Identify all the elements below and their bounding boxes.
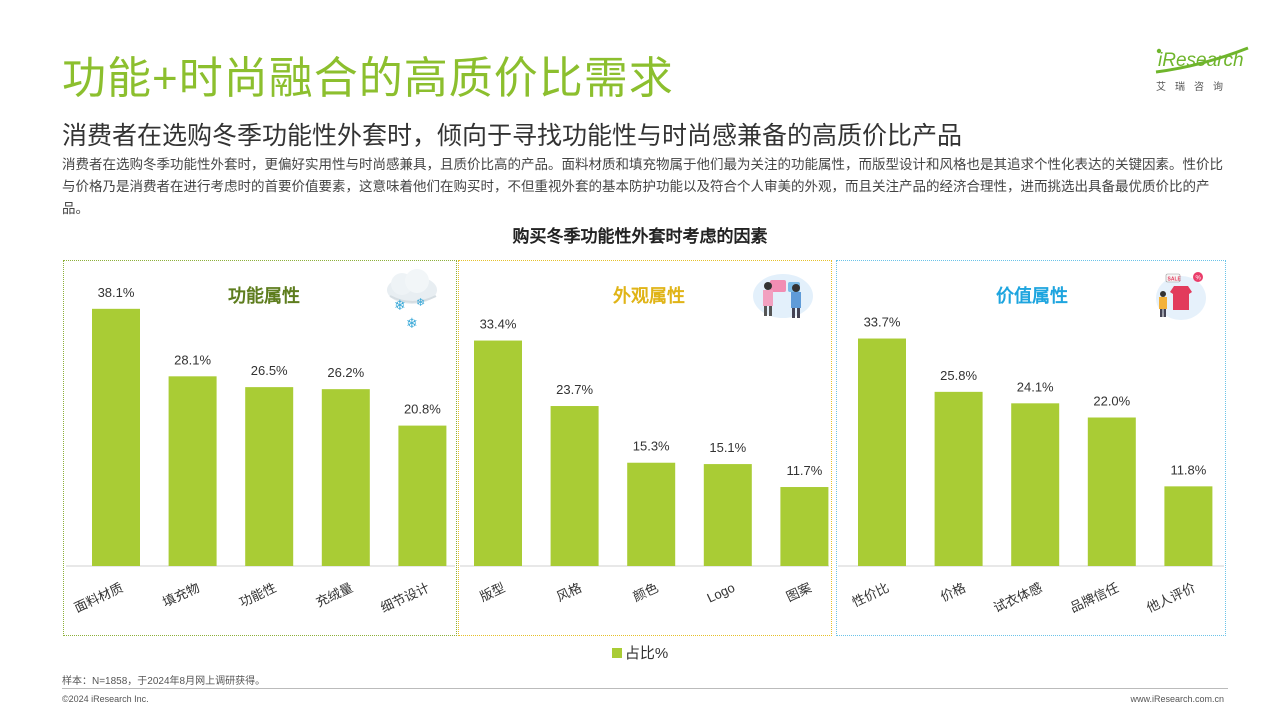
page-subtitle: 消费者在选购冬季功能性外套时，倾向于寻找功能性与时尚感兼备的高质价比产品 — [62, 122, 963, 150]
panel-value-attributes — [836, 260, 1226, 636]
legend-swatch — [611, 648, 622, 658]
bar — [168, 376, 217, 566]
iresearch-logo: iResearch 艾瑞咨询 — [1152, 42, 1252, 93]
category-tick-label: 面料材质 — [72, 580, 125, 616]
bar — [1087, 417, 1136, 566]
shopping-people-icon — [753, 274, 813, 318]
category-tick-label: 试衣体感 — [991, 580, 1044, 616]
logo-swoosh-icon — [1155, 46, 1249, 74]
page-title: 功能+时尚融合的高质价比需求 — [62, 54, 674, 103]
group-title-appearance: 外观属性 — [613, 286, 685, 306]
data-label: 33.4% — [480, 317, 517, 332]
bar — [398, 425, 447, 566]
bar — [245, 387, 294, 566]
svg-text:SALE: SALE — [1168, 277, 1182, 283]
bar — [321, 389, 370, 566]
svg-text:❄: ❄ — [416, 297, 425, 309]
website-link[interactable]: www.iResearch.com.cn — [1130, 694, 1224, 704]
category-tick-label: 品牌信任 — [1068, 580, 1121, 616]
data-label: 22.0% — [1093, 394, 1130, 409]
data-label: 20.8% — [404, 402, 441, 417]
sample-footnote: 样本：N=1858，于2024年8月网上调研获得。 — [62, 676, 266, 687]
data-label: 15.1% — [709, 440, 746, 455]
data-label: 24.1% — [1017, 379, 1054, 394]
panel-functional-attributes — [63, 260, 457, 636]
data-label: 38.1% — [98, 285, 135, 300]
category-tick-label: 充绒量 — [313, 580, 355, 610]
data-label: 25.8% — [940, 368, 977, 383]
category-tick-label: 功能性 — [237, 580, 279, 610]
bar — [703, 464, 752, 566]
chart-title: 购买冬季功能性外套时考虑的因素 — [512, 227, 768, 246]
bar — [934, 391, 983, 566]
logo-chinese-name: 艾瑞咨询 — [1156, 82, 1232, 93]
category-tick-label: 填充物 — [160, 580, 202, 610]
bar — [1164, 486, 1213, 566]
group-title-value: 价值属性 — [996, 286, 1068, 306]
bar — [780, 487, 829, 566]
bar — [92, 308, 140, 566]
category-tick-label: Logo — [705, 580, 738, 606]
bar — [1011, 403, 1060, 566]
data-label: 28.1% — [174, 352, 211, 367]
category-tick-label: 他人评价 — [1144, 580, 1197, 616]
group-title-functional: 功能属性 — [228, 286, 300, 306]
chart-legend: 占比% — [0, 642, 1280, 663]
footer-divider — [62, 688, 1228, 689]
data-label: 26.2% — [327, 365, 364, 380]
data-label: 26.5% — [251, 363, 288, 378]
category-tick-label: 性价比 — [850, 580, 892, 610]
category-tick-label: 版型 — [477, 580, 507, 605]
category-tick-label: 图案 — [784, 580, 814, 605]
svg-text:❄: ❄ — [406, 315, 418, 331]
page-description: 消费者在选购冬季功能性外套时，更偏好实用性与时尚感兼具，且质价比高的产品。面料材… — [62, 157, 1223, 216]
data-label: 11.7% — [786, 463, 822, 478]
category-tick-label: 价格 — [938, 580, 968, 605]
category-tick-label: 风格 — [554, 580, 584, 605]
logo-wordmark: iResearch — [1158, 50, 1244, 71]
category-tick-label: 颜色 — [631, 580, 661, 605]
legend-label: 占比% — [624, 645, 669, 662]
svg-text:❄: ❄ — [394, 297, 406, 313]
bar — [550, 406, 599, 566]
snow-cloud-icon: ❄ ❄ ❄ — [387, 269, 437, 331]
sale-tag-icon: SALE % — [1156, 272, 1206, 320]
panel-appearance-attributes — [458, 260, 832, 636]
copyright-text: ©2024 iResearch Inc. — [62, 694, 149, 704]
bar — [474, 340, 522, 566]
data-label: 15.3% — [633, 439, 670, 454]
data-label: 23.7% — [556, 382, 593, 397]
data-label: 11.8% — [1170, 462, 1206, 477]
data-label: 33.7% — [864, 315, 901, 330]
bar — [858, 338, 906, 566]
category-tick-label: 细节设计 — [378, 580, 431, 616]
svg-text:%: % — [1196, 276, 1202, 282]
bar — [627, 462, 676, 566]
